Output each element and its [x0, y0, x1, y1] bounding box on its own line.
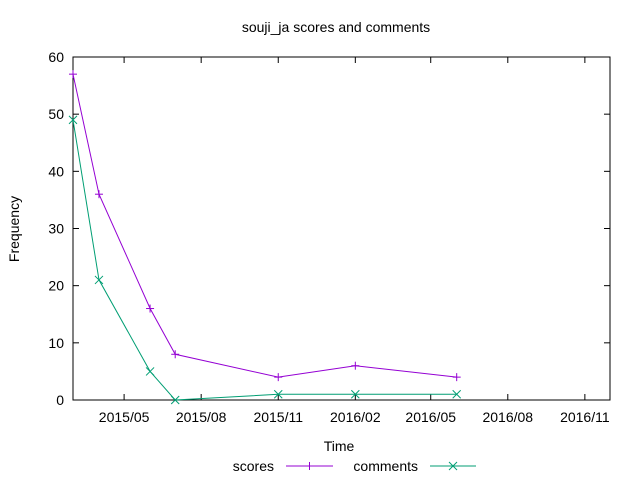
y-axis-label: Frequency	[6, 196, 22, 262]
x-tick-label: 2016/11	[560, 409, 610, 425]
data-point-scores	[94, 190, 103, 199]
data-point-comments	[68, 115, 78, 125]
data-point-scores	[171, 350, 180, 359]
legend-item-comments: comments	[353, 458, 476, 474]
data-point-comments	[273, 389, 283, 399]
plot-border	[72, 56, 611, 401]
y-tick-label: 40	[48, 163, 64, 179]
x-tick-label: 2015/08	[176, 409, 227, 425]
series-line-comments	[72, 119, 457, 401]
y-tick-label: 50	[48, 106, 64, 122]
x-tick-label: 2015/05	[99, 409, 150, 425]
x-tick-label: 2016/02	[330, 409, 381, 425]
data-point-scores	[452, 373, 461, 382]
y-tick-label: 30	[48, 221, 64, 237]
data-point-scores	[351, 361, 360, 370]
data-point-scores	[274, 373, 283, 382]
y-tick-label: 60	[48, 49, 64, 65]
series-layer	[68, 70, 462, 405]
data-point-comments	[350, 389, 360, 399]
series-line-scores	[72, 74, 457, 378]
data-point-scores	[69, 70, 77, 79]
legend: scores comments	[233, 458, 476, 474]
legend-label: scores	[233, 458, 274, 474]
data-point-comments	[452, 389, 462, 399]
legend-marker	[305, 462, 314, 470]
y-tick-label: 0	[56, 392, 64, 408]
legend-marker	[448, 461, 458, 471]
y-tick-label: 20	[48, 278, 64, 294]
y-tick-label: 10	[48, 335, 64, 351]
x-tick-label: 2016/08	[482, 409, 533, 425]
x-tick-label: 2015/11	[253, 409, 303, 425]
data-point-scores	[146, 304, 155, 313]
legend-item-scores: scores	[233, 458, 333, 474]
data-point-comments	[94, 275, 104, 285]
legend-label: comments	[353, 458, 418, 474]
data-point-comments	[145, 367, 155, 376]
chart-title: souji_ja scores and comments	[242, 19, 430, 35]
plot-area: 0 10 20 30 40 50 60 2015/05 2015/08 2015/11 2016/0…	[48, 49, 611, 425]
x-axis-label: Time	[324, 438, 355, 454]
data-point-comments	[170, 395, 180, 405]
x-tick-label: 2016/05	[405, 409, 456, 425]
